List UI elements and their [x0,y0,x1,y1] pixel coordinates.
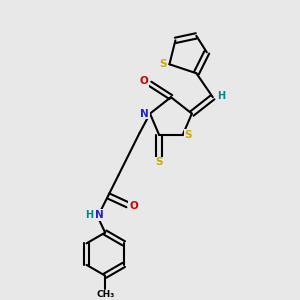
Text: N: N [95,210,103,220]
Text: N: N [140,109,149,118]
Text: O: O [129,201,138,211]
Text: O: O [140,76,148,86]
Text: S: S [159,59,166,69]
Text: CH₃: CH₃ [96,290,114,299]
Text: H: H [217,91,225,101]
Text: S: S [155,157,163,167]
Text: H: H [85,210,93,220]
Text: S: S [184,130,192,140]
